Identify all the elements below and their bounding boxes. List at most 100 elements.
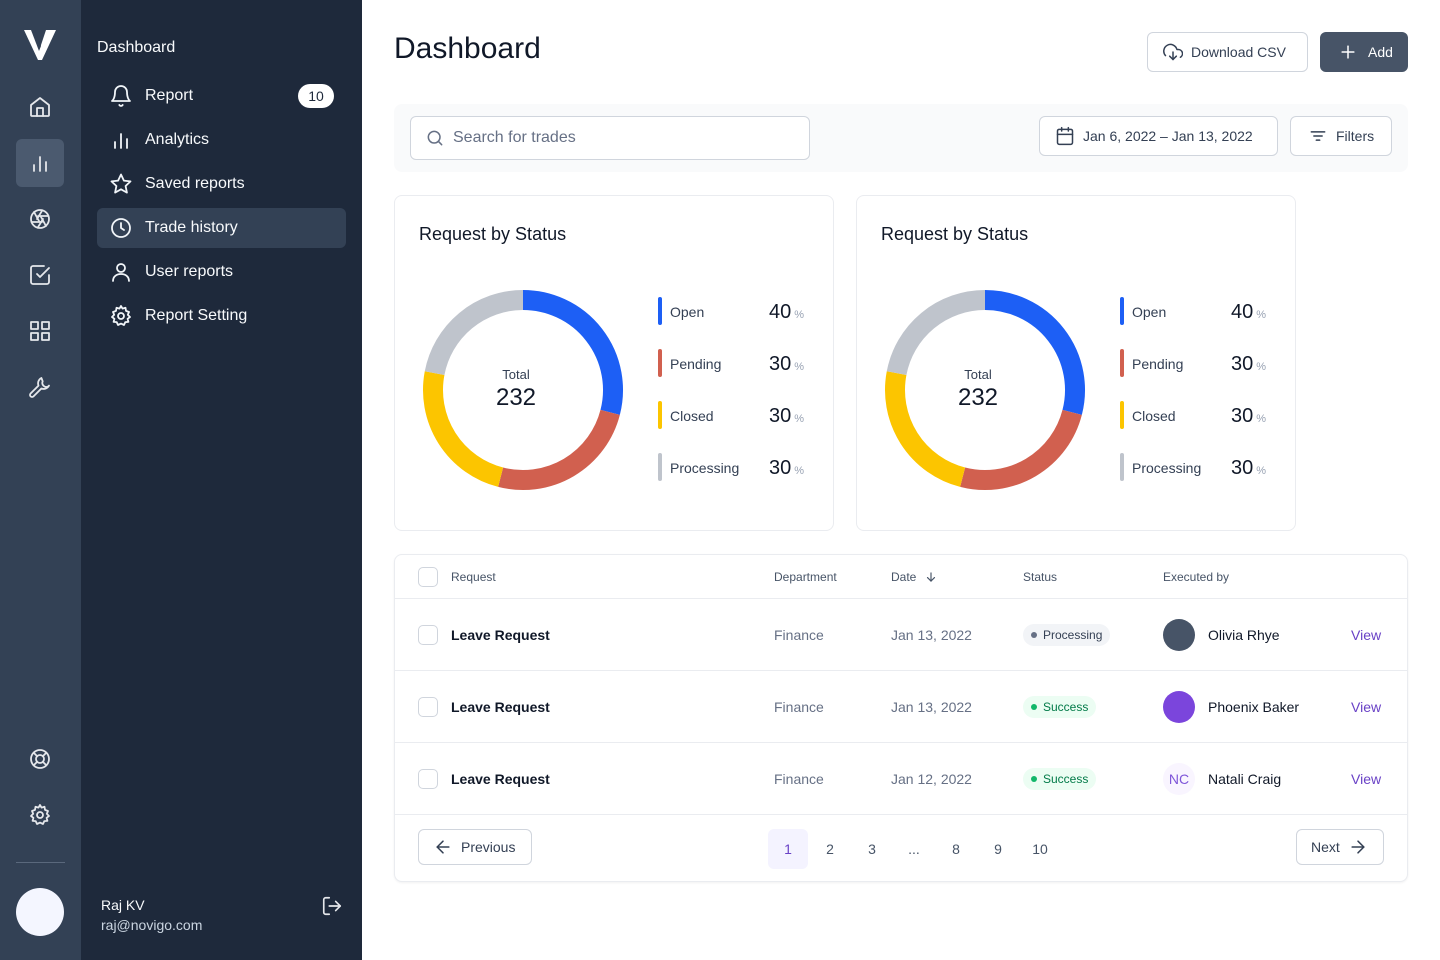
legend-label: Closed [670,408,714,424]
calendar-icon [1056,126,1074,146]
bar-chart-icon [114,133,128,149]
legend-value: 30% [1231,353,1267,375]
row-checkbox[interactable] [418,769,438,789]
donut-slice-pending [498,409,620,490]
rail-grid-button[interactable] [16,307,64,355]
row-checkbox[interactable] [418,697,438,717]
filters-button[interactable]: Filters [1290,116,1392,156]
legend-item: Processing 30% [1120,452,1280,482]
report-count-badge: 10 [298,84,334,108]
executed-by-cell: Natali Craig [1208,771,1282,787]
legend-label: Pending [670,356,722,372]
sidebar-item-user-reports[interactable]: User reports [97,252,346,292]
date-cell: Jan 13, 2022 [891,627,972,643]
legend-color-bar [1120,453,1124,481]
table-row: Leave Request Finance Jan 13, 2022 Succe… [395,671,1407,743]
page-button-9[interactable]: 9 [994,841,1002,857]
donut-slice-pending [960,409,1082,490]
date-range-button[interactable]: Jan 6, 2022 – Jan 13, 2022 [1039,116,1278,156]
add-label: Add [1368,44,1393,60]
rail-tasks-button[interactable] [16,251,64,299]
requests-table: Request Department Date Status Executed … [394,554,1408,882]
icon-rail [0,0,81,960]
request-cell: Leave Request [451,627,550,643]
search-box[interactable] [410,116,810,160]
logout-button[interactable] [321,895,343,917]
column-header-executed-by[interactable]: Executed by [1163,570,1230,584]
previous-page-button[interactable]: Previous [418,829,532,865]
department-cell: Finance [774,771,824,787]
column-header-request[interactable]: Request [451,570,496,584]
donut-total-label: Total [964,367,992,382]
status-badge: Success [1023,768,1097,790]
rail-analytics-button[interactable] [16,139,64,187]
sidebar-title: Dashboard [97,39,176,56]
rail-tools-button[interactable] [16,363,64,411]
legend-item: Open 40% [1120,296,1280,326]
gear-icon [111,305,131,326]
donut-slice-closed [885,371,966,487]
page-button-8[interactable]: 8 [952,841,960,857]
page-button-2[interactable]: 2 [826,841,834,857]
sidebar-item-label: User reports [145,263,234,280]
legend-item: Processing 30% [658,452,818,482]
table-header: Request Department Date Status Executed … [395,555,1407,599]
legend-color-bar [658,349,662,377]
donut-slice-open [984,290,1085,415]
view-link[interactable]: View [1351,699,1382,715]
rail-user-avatar[interactable] [16,888,64,936]
legend-item: Pending 30% [658,348,818,378]
legend-value: 30% [769,405,805,427]
column-header-status[interactable]: Status [1023,570,1058,584]
status-donut-chart [423,290,623,490]
search-input[interactable] [453,129,783,147]
view-link[interactable]: View [1351,627,1382,643]
sidebar-item-report[interactable]: Report 10 [97,76,346,116]
lifebuoy-icon [30,749,50,769]
clock-icon [111,218,131,238]
view-link[interactable]: View [1351,771,1382,787]
donut-total-value: 232 [495,384,537,411]
column-header-department[interactable]: Department [774,570,837,584]
check-square-icon [30,265,50,285]
arrow-right-icon [1351,840,1365,854]
page-button-1[interactable]: 1 [768,829,808,869]
status-card: Request by Status Total 232 Open 40% Pen… [394,195,834,531]
row-checkbox[interactable] [418,625,438,645]
sidebar-item-analytics[interactable]: Analytics [97,120,346,160]
sidebar-item-label: Trade history [145,219,238,236]
legend-label: Pending [1132,356,1184,372]
rail-home-button[interactable] [16,83,64,131]
legend-label: Open [670,304,705,320]
sidebar-item-saved-reports[interactable]: Saved reports [97,164,346,204]
status-dot [1031,776,1037,782]
wrench-icon [29,377,50,398]
rail-support-button[interactable] [16,735,64,783]
sidebar-item-trade-history[interactable]: Trade history [97,208,346,248]
add-button[interactable]: Add [1320,32,1408,72]
department-cell: Finance [774,699,824,715]
column-header-date[interactable]: Date [891,570,938,584]
request-cell: Leave Request [451,699,550,715]
filters-label: Filters [1336,128,1375,144]
next-page-button[interactable]: Next [1296,829,1384,865]
legend-color-bar [1120,349,1124,377]
rail-aperture-button[interactable] [16,195,64,243]
donut-slice-closed [423,371,504,487]
select-all-checkbox[interactable] [418,567,438,587]
sidebar-item-report-setting[interactable]: Report Setting [97,296,346,336]
rail-divider [16,862,65,863]
download-csv-button[interactable]: Download CSV [1147,32,1308,72]
avatar [1163,691,1195,723]
sidebar-item-label: Analytics [145,131,210,148]
legend-label: Processing [1132,460,1202,476]
rail-settings-button[interactable] [16,791,64,839]
table-row: Leave Request Finance Jan 13, 2022 Proce… [395,599,1407,671]
executed-by-cell: Phoenix Baker [1208,699,1300,715]
page-button-3[interactable]: 3 [868,841,876,857]
sidebar: Dashboard Report 10 Analytics Saved repo… [81,0,362,960]
legend-value: 40% [769,301,805,323]
gear-icon [30,804,50,825]
page-button-10[interactable]: 10 [1032,841,1048,857]
star-icon [110,173,132,194]
